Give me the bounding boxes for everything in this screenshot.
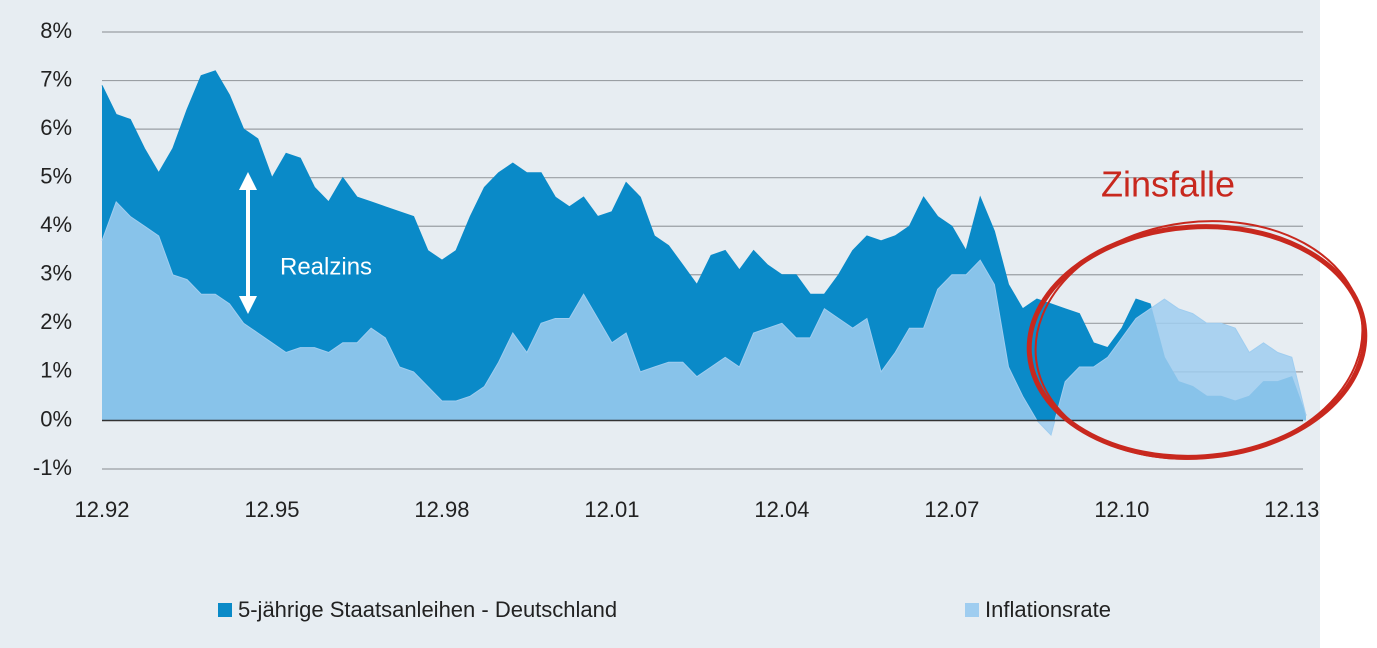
annotations: Realzins Zinsfalle [239,164,1368,460]
y-tick-label: 7% [40,66,72,91]
plot-area: -1% 0% 1% 2% 3% 4% 5% 6% 7% 8% 12.92 12.95 12.98 12.0… [33,18,1319,522]
y-tick-label: -1% [33,455,72,480]
x-tick-label: 12.04 [754,497,809,522]
y-tick-label: 8% [40,18,72,43]
legend-swatch [218,603,232,617]
annotation: Zinsfalle [1101,164,1235,205]
x-tick-label: 12.10 [1094,497,1149,522]
y-tick-label: 2% [40,309,72,334]
legend-label: Inflationsrate [985,597,1111,622]
x-tick-label: 12.92 [74,497,129,522]
area-fill [102,201,1306,435]
x-tick-label: 12.95 [244,497,299,522]
y-tick-label: 6% [40,115,72,140]
arrow-head [239,296,257,314]
x-tick-label: 12.01 [584,497,639,522]
arrow-head [239,172,257,190]
x-tick-label: 12.98 [414,497,469,522]
area-line [101,200,1307,436]
y-tick-label: 1% [40,358,72,383]
legend-swatch [965,603,979,617]
y-tick-label: 4% [40,212,72,237]
legend-label: 5-jährige Staatsanleihen - Deutschland [238,597,617,622]
area-line [101,70,1307,416]
annotation: Realzins [280,253,372,280]
y-tick-label: 5% [40,163,72,188]
x-tick-label: 12.07 [924,497,979,522]
area-fill [102,70,1306,421]
highlight-circle [1034,220,1364,460]
highlight-circle [1026,224,1368,460]
y-tick-label: 0% [40,406,72,431]
y-tick-label: 3% [40,261,72,286]
x-tick-label: 12.13 [1264,497,1319,522]
